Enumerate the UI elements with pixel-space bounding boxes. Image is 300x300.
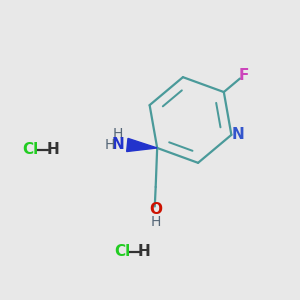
Text: Cl: Cl — [114, 244, 130, 260]
Text: H: H — [104, 138, 115, 152]
Text: Cl: Cl — [22, 142, 39, 158]
Text: O: O — [149, 202, 163, 217]
Text: F: F — [238, 68, 248, 83]
Polygon shape — [127, 138, 157, 152]
Text: N: N — [111, 137, 124, 152]
Text: H: H — [112, 127, 123, 141]
Text: N: N — [232, 128, 244, 142]
Text: H: H — [138, 244, 150, 260]
Text: H: H — [46, 142, 59, 158]
Text: H: H — [151, 215, 161, 229]
